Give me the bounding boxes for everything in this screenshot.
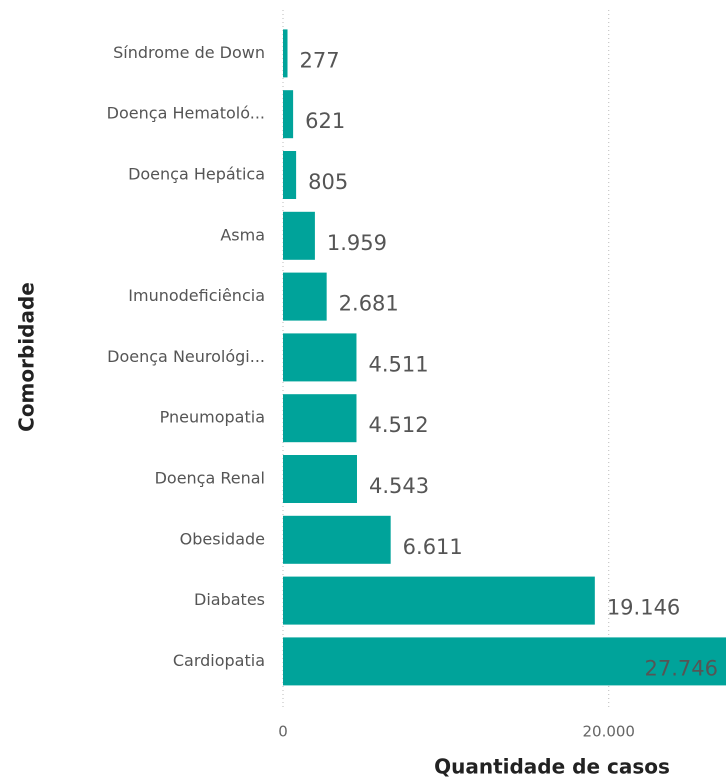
value-label: 19.146 bbox=[607, 596, 680, 620]
value-label: 1.959 bbox=[327, 231, 387, 255]
bar bbox=[283, 576, 595, 625]
y-tick-label: Obesidade bbox=[180, 529, 265, 548]
bar bbox=[283, 333, 357, 382]
value-label: 2.681 bbox=[339, 292, 399, 316]
x-tick-label: 0 bbox=[278, 723, 288, 741]
value-label: 4.512 bbox=[368, 413, 428, 437]
value-label: 6.611 bbox=[403, 535, 463, 559]
bar bbox=[283, 151, 297, 199]
value-label: 621 bbox=[305, 109, 345, 133]
value-label: 27.746 bbox=[645, 656, 718, 680]
bar bbox=[283, 272, 327, 321]
value-label: 4.511 bbox=[368, 352, 428, 376]
x-axis-title: Quantidade de casos bbox=[434, 755, 670, 779]
bar bbox=[283, 637, 726, 686]
bar bbox=[283, 90, 294, 139]
y-tick-label: Asma bbox=[220, 225, 265, 244]
y-tick-label: Doença Hematoló... bbox=[107, 104, 265, 123]
y-tick-label: Pneumopatia bbox=[160, 408, 265, 427]
bar bbox=[283, 394, 357, 443]
y-tick-label: Doença Hepática bbox=[128, 165, 265, 184]
y-tick-label: Diabates bbox=[194, 590, 265, 609]
y-tick-label: Imunodeficiência bbox=[128, 286, 265, 305]
value-label: 805 bbox=[308, 170, 348, 194]
y-tick-label: Cardiopatia bbox=[173, 651, 265, 670]
value-label: 277 bbox=[300, 48, 340, 72]
y-tick-label: Síndrome de Down bbox=[113, 43, 265, 62]
y-tick-label: Doença Neurológi... bbox=[107, 347, 265, 366]
bar bbox=[283, 211, 315, 260]
bar bbox=[283, 29, 288, 78]
bar bbox=[283, 515, 391, 564]
y-axis-title: Comorbidade bbox=[15, 282, 39, 432]
y-tick-label: Doença Renal bbox=[155, 469, 265, 488]
value-label: 4.543 bbox=[369, 474, 429, 498]
x-tick-label: 20.000 bbox=[582, 723, 635, 741]
bar bbox=[283, 455, 357, 503]
